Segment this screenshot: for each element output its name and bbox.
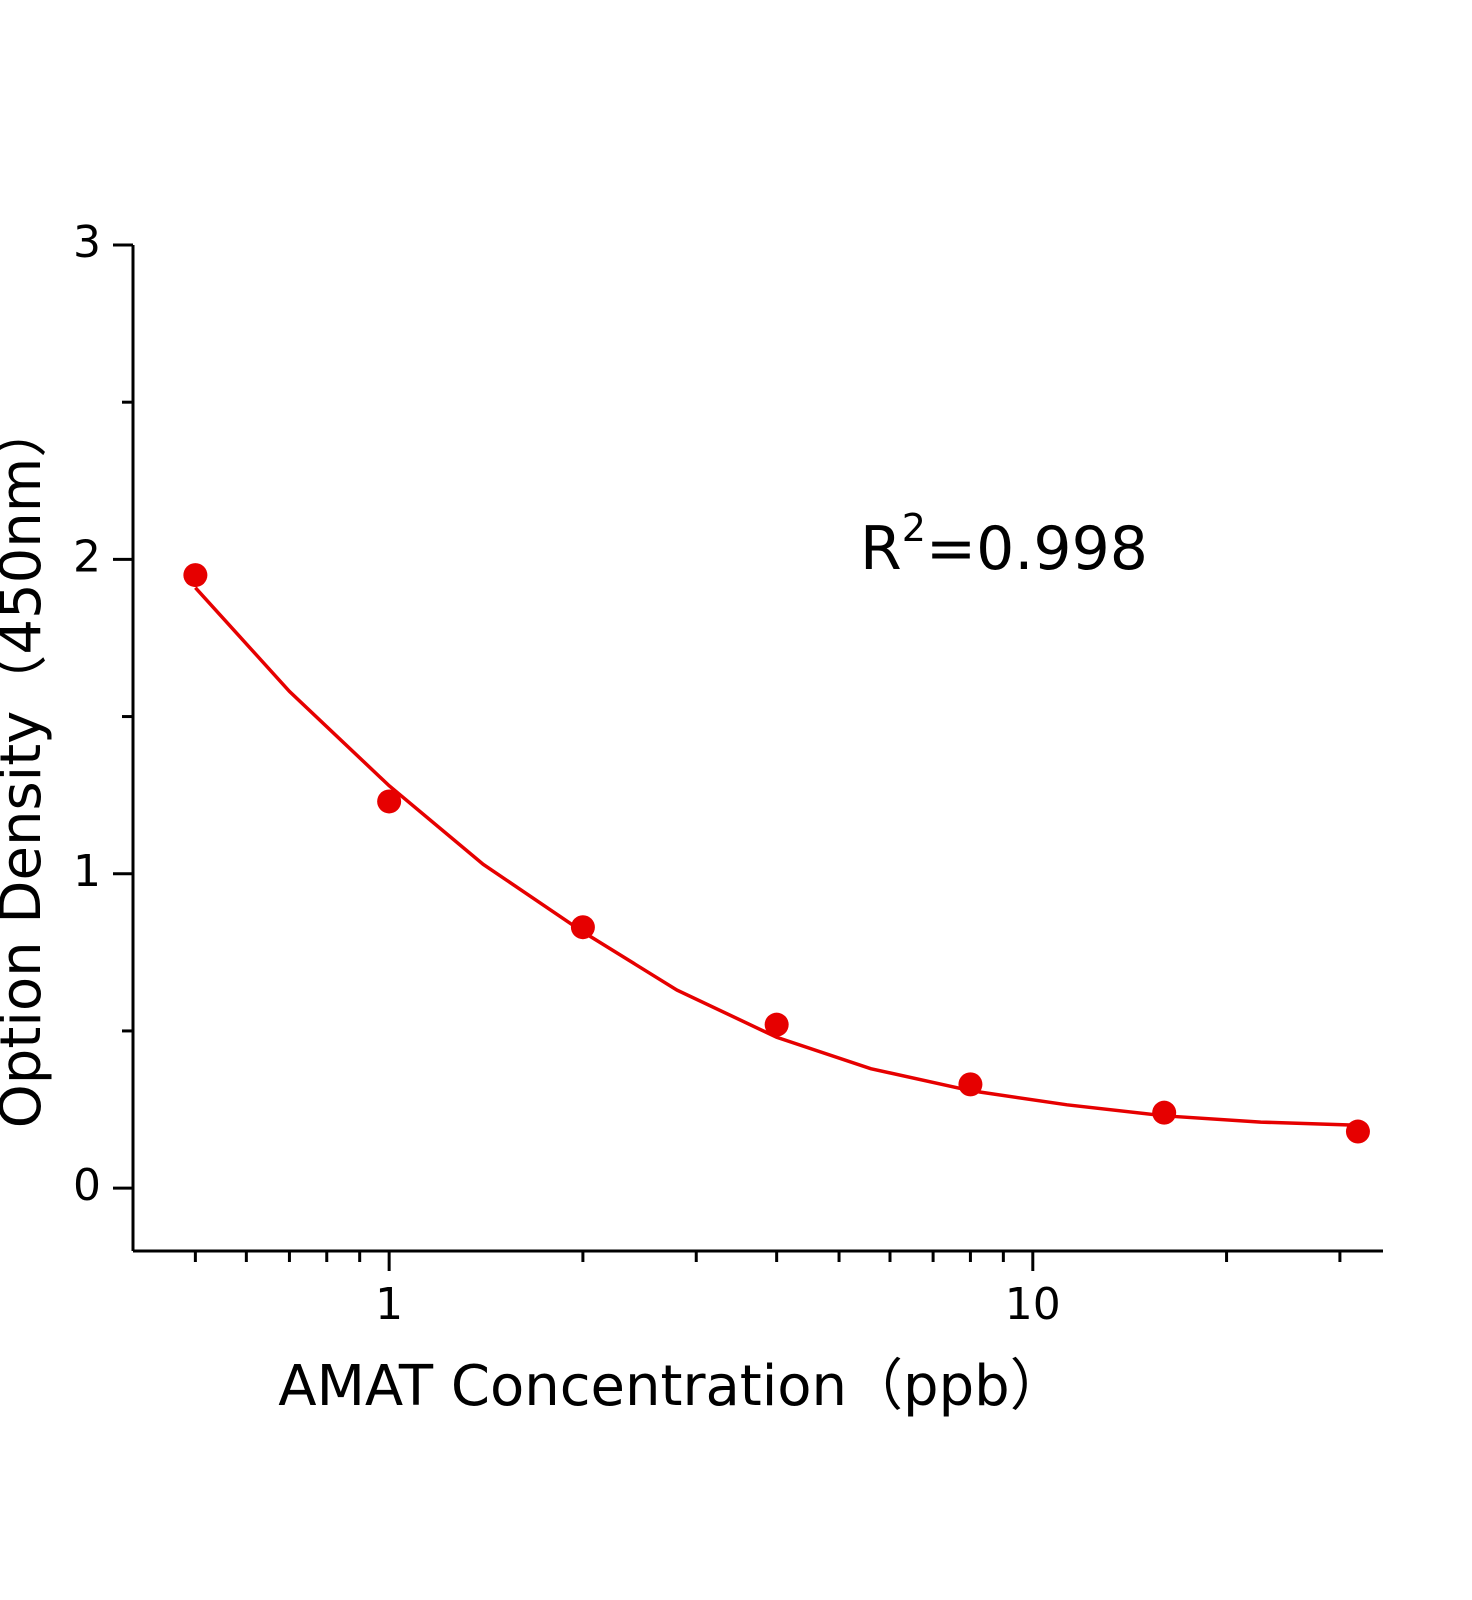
x-axis-label: AMAT Concentration（ppb）: [278, 1354, 1065, 1419]
y-tick-label: 3: [73, 217, 101, 268]
annotation-part: =0.998: [926, 514, 1148, 584]
annotation-superscript: 2: [902, 506, 926, 550]
y-tick-label: 0: [73, 1160, 101, 1211]
annotation: R2=0.998: [860, 506, 1148, 584]
data-point: [1345, 1119, 1370, 1144]
y-axis-label: Option Density（450nm）: [0, 402, 54, 1129]
data-point: [1152, 1100, 1177, 1125]
y-tick-label: 2: [73, 531, 101, 582]
fit-line: [194, 586, 1359, 1127]
data-point: [958, 1072, 983, 1097]
data-point: [377, 789, 402, 814]
annotation-part: R: [860, 514, 902, 584]
data-point: [764, 1012, 789, 1037]
y-tick-label: 1: [73, 846, 101, 897]
data-point: [570, 915, 595, 940]
x-tick-label: 1: [375, 1279, 403, 1330]
data-point: [183, 563, 208, 588]
x-tick-label: 10: [1005, 1279, 1061, 1330]
